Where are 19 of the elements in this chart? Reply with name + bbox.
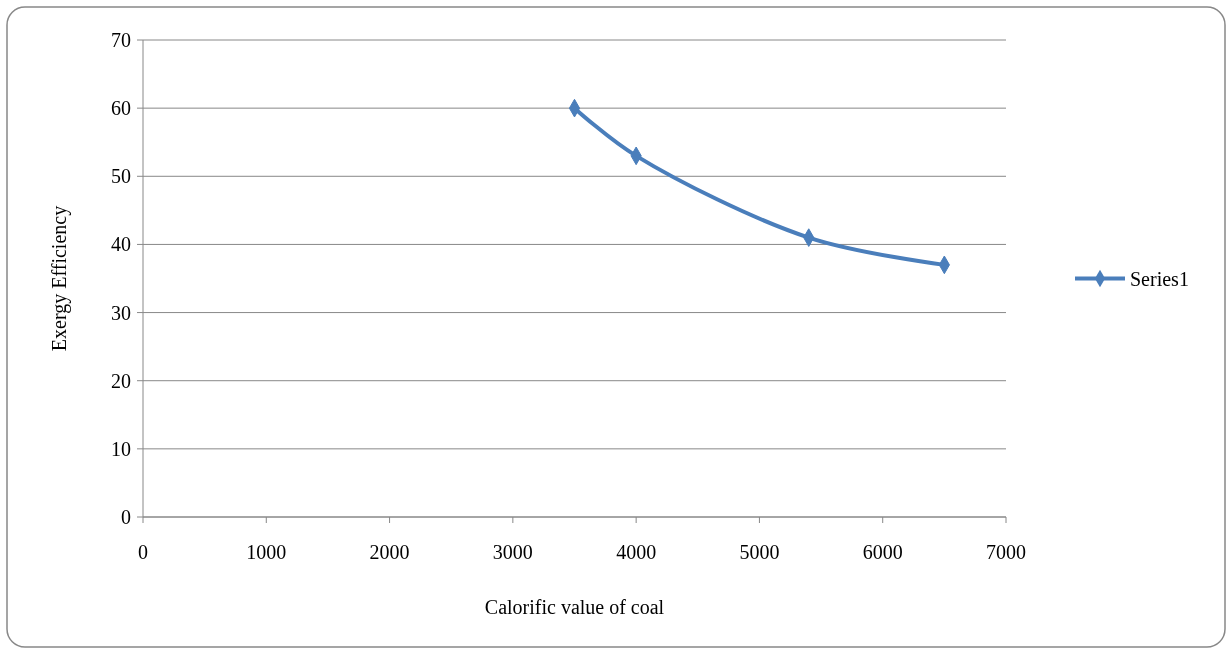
x-tick-label: 1000 bbox=[246, 541, 287, 563]
legend-label: Series1 bbox=[1130, 267, 1189, 290]
y-axis-title: Exergy Efficiency bbox=[48, 205, 71, 352]
x-tick-label: 2000 bbox=[369, 541, 410, 563]
x-tick-label: 4000 bbox=[616, 541, 657, 563]
y-tick-label: 10 bbox=[111, 437, 131, 460]
y-tick-label: 50 bbox=[111, 165, 131, 188]
y-tick-label: 40 bbox=[111, 233, 131, 256]
x-axis-title: Calorific value of coal bbox=[484, 596, 665, 618]
y-tick-label: 20 bbox=[111, 369, 131, 392]
y-tick-label: 60 bbox=[111, 97, 131, 120]
y-tick-label: 0 bbox=[121, 506, 131, 528]
y-tick-label: 70 bbox=[111, 29, 131, 51]
x-tick-label: 7000 bbox=[986, 541, 1026, 563]
x-tick-label: 6000 bbox=[862, 541, 903, 563]
x-tick-label: 5000 bbox=[739, 541, 780, 563]
x-tick-label: 3000 bbox=[492, 541, 533, 563]
x-tick-label: 0 bbox=[138, 541, 148, 563]
y-tick-label: 30 bbox=[111, 301, 131, 324]
